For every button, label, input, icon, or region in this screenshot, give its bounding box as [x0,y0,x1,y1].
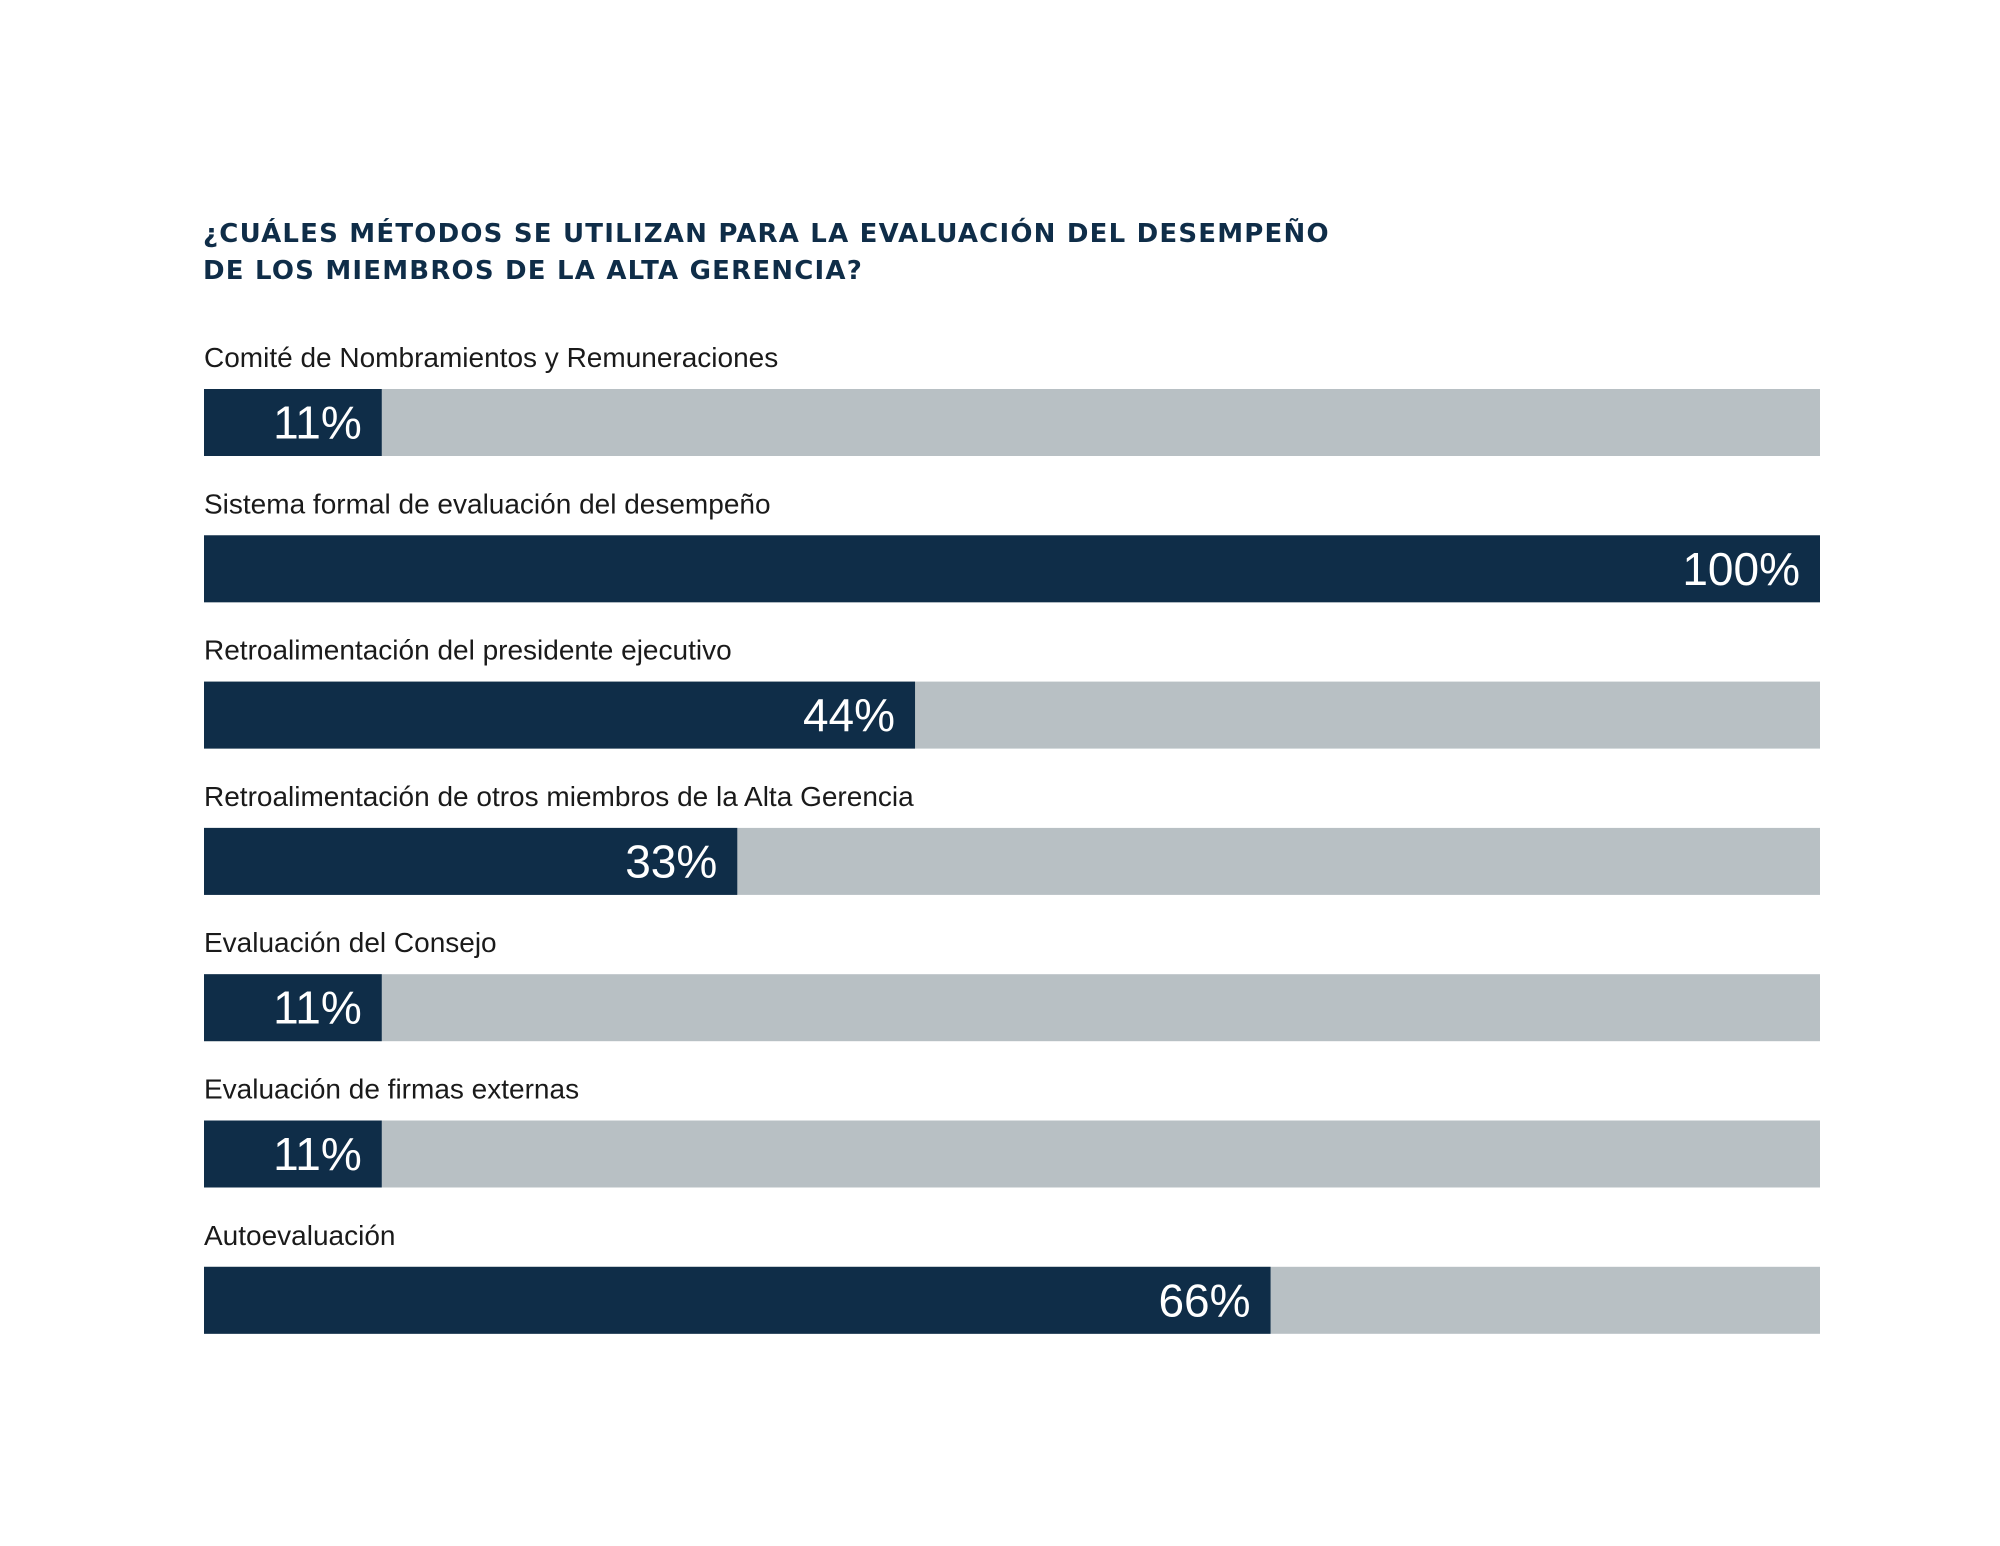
bar [204,535,1820,603]
bar [204,827,738,895]
bar-track [204,389,1820,456]
value-label: 11% [273,1128,362,1180]
bar [204,1120,382,1188]
chart-title-line-1: ¿CUÁLES MÉTODOS SE UTILIZAN PARA LA EVAL… [203,219,1330,249]
category-label: Retroalimentación del presidente ejecuti… [204,635,732,666]
value-label: 11% [273,397,362,449]
category-label: Evaluación del Consejo [204,927,497,958]
value-label: 44% [803,689,895,741]
bar-track [204,1120,1820,1188]
value-label: 33% [625,835,717,887]
chart-title-line-2: DE LOS MIEMBROS DE LA ALTA GERENCIA? [203,256,864,286]
bar [204,681,916,749]
value-label: 11% [273,982,362,1034]
chart-title: ¿CUÁLES MÉTODOS SE UTILIZAN PARA LA EVAL… [203,216,1330,290]
category-label: Sistema formal de evaluación del desempe… [204,488,771,519]
bar [204,389,382,456]
category-label: Retroalimentación de otros miembros de l… [204,781,914,812]
category-label: Comité de Nombramientos y Remuneraciones [204,342,778,373]
value-label: 100% [1682,543,1800,595]
bar [204,1266,1271,1334]
bar-track [204,974,1820,1042]
value-label: 66% [1158,1274,1250,1326]
bar [204,974,382,1042]
category-label: Evaluación de firmas externas [204,1074,579,1105]
category-label: Autoevaluación [204,1220,395,1251]
